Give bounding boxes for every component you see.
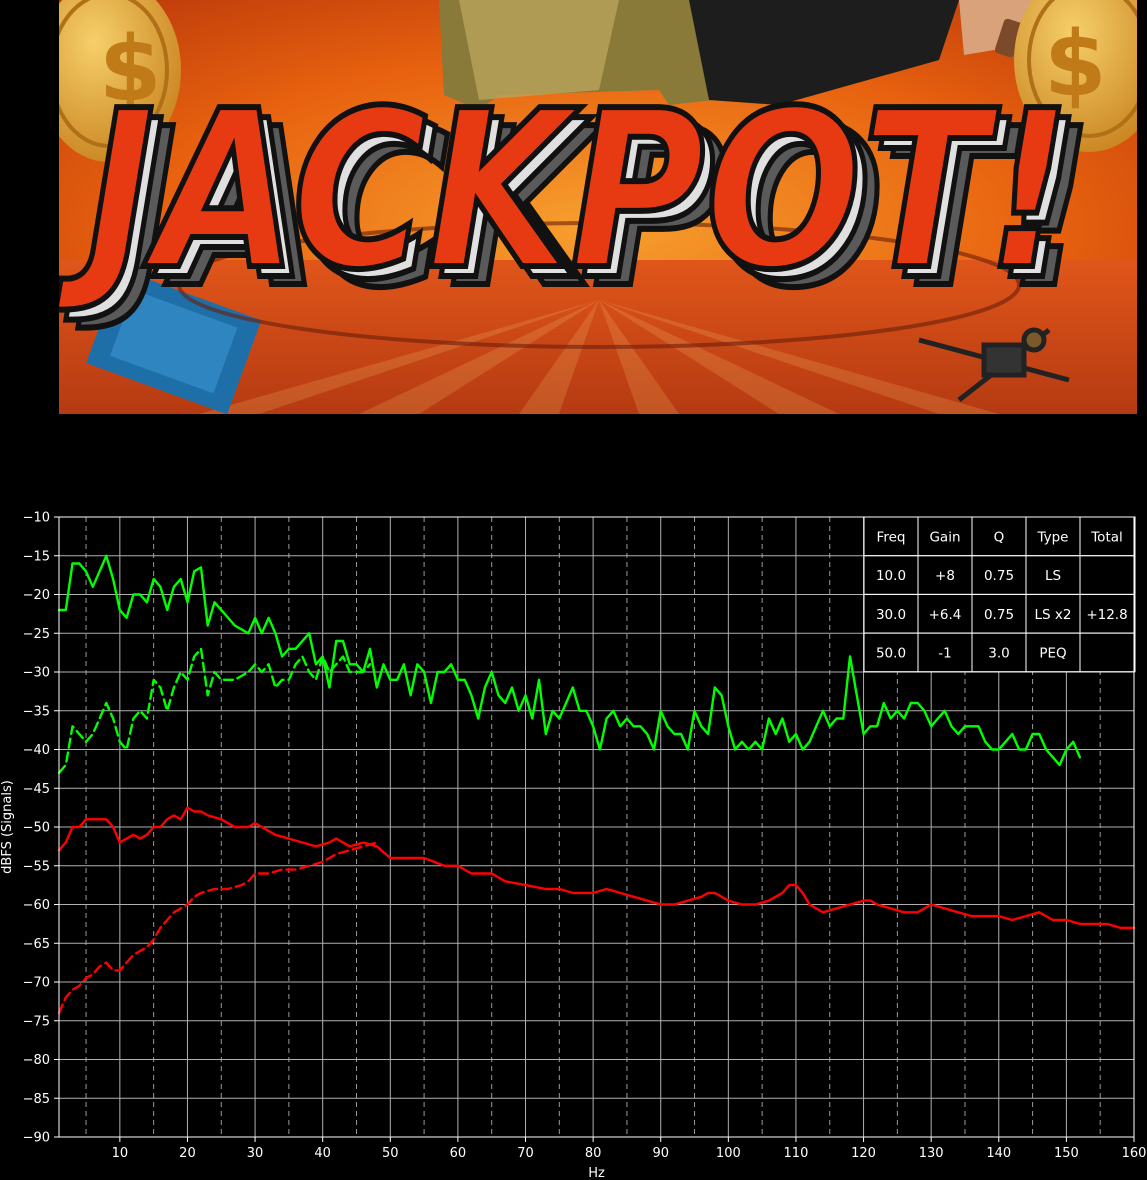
x-tick-label: 40 [314,1146,331,1161]
x-tick-label: 90 [652,1146,669,1161]
y-tick-label: −70 [23,976,50,991]
y-tick-label: −35 [23,704,50,719]
y-tick-label: −10 [23,511,50,526]
lottery-ticket-icon [86,269,262,414]
x-tick-label: 30 [247,1146,264,1161]
poster-artwork: $ $ JACKPOT! JACKPOT! JACKPOT! [59,0,1137,414]
axis-ticks: 10 20 30 40 50 60 70 80 90 100 110 120 130 140 150 160 −… [23,511,1147,1162]
x-tick-label: 20 [179,1146,196,1161]
eq-table-value: 3.0 [988,645,1009,661]
x-tick-label: 130 [919,1146,944,1161]
eq-table-value: +12.8 [1086,607,1127,623]
x-axis-label: Hz [588,1166,605,1180]
eq-table-value: +8 [935,568,955,584]
gold-coin-icon: $ [59,0,181,162]
series-line-3 [57,806,1136,929]
eq-table-value: 0.75 [984,607,1014,623]
eq-table-header: Q [994,529,1005,545]
y-axis-label: dBFS (Signals) [0,780,15,874]
eq-table-header: Gain [929,529,960,545]
x-tick-label: 80 [585,1146,602,1161]
y-tick-label: −30 [23,666,50,681]
series-line-1 [57,554,1082,767]
eq-table-value: 10.0 [876,568,906,584]
figure-illustration [439,0,1039,110]
x-tick-label: 70 [517,1146,534,1161]
gold-coin-icon: $ [1014,0,1137,152]
jackpot-headline: JACKPOT! JACKPOT! JACKPOT! [59,62,1096,339]
eq-table-header: Total [1090,529,1123,545]
y-tick-label: −75 [23,1014,50,1029]
y-tick-label: −45 [23,782,50,797]
eq-table-header: Type [1036,529,1068,545]
y-tick-label: −40 [23,743,50,758]
eq-table-value: LS [1045,568,1061,584]
drone-icon [918,327,1070,402]
x-tick-label: 50 [382,1146,399,1161]
svg-text:$: $ [1044,12,1107,117]
x-tick-label: 150 [1054,1146,1079,1161]
x-tick-label: 160 [1122,1146,1147,1161]
svg-text:$: $ [99,17,162,122]
x-tick-label: 140 [986,1146,1011,1161]
x-tick-label: 100 [716,1146,741,1161]
svg-text:JACKPOT!: JACKPOT! [59,65,1071,318]
y-tick-label: −85 [23,1092,50,1107]
y-tick-label: −90 [23,1131,50,1146]
series-layer [57,554,1136,1015]
eq-table-cell [1079,632,1135,673]
y-tick-label: −65 [23,937,50,952]
y-tick-label: −20 [23,588,50,603]
x-tick-label: 10 [112,1146,129,1161]
eq-table-value: 0.75 [984,568,1014,584]
y-tick-label: −60 [23,898,50,913]
eq-table-value: LS x2 [1035,607,1072,623]
x-tick-label: 60 [450,1146,467,1161]
x-tick-label: 110 [784,1146,809,1161]
y-tick-label: −80 [23,1053,50,1068]
series-line-2 [57,647,372,774]
svg-text:JACKPOT!: JACKPOT! [65,75,1081,328]
series-line-4 [57,841,378,1015]
eq-table-header: Freq [877,529,906,545]
eq-table-value: -1 [938,645,951,661]
y-tick-label: −55 [23,859,50,874]
eq-table-value: +6.4 [929,607,962,623]
eq-table-value: PEQ [1039,645,1066,661]
eq-table: Freq Gain Q Type Total 10.0 +8 0.75 LS 30.0 +6.4 0.… [863,516,1136,673]
x-tick-label: 120 [851,1146,876,1161]
y-tick-label: −50 [23,821,50,836]
svg-text:JACKPOT!: JACKPOT! [77,83,1093,336]
eq-table-value: 30.0 [876,607,906,623]
eq-table-value: 50.0 [876,645,906,661]
y-tick-label: −25 [23,627,50,642]
y-tick-label: −15 [23,549,50,564]
jackpot-poster: $ $ JACKPOT! JACKPOT! JACKPOT! [59,0,1137,414]
